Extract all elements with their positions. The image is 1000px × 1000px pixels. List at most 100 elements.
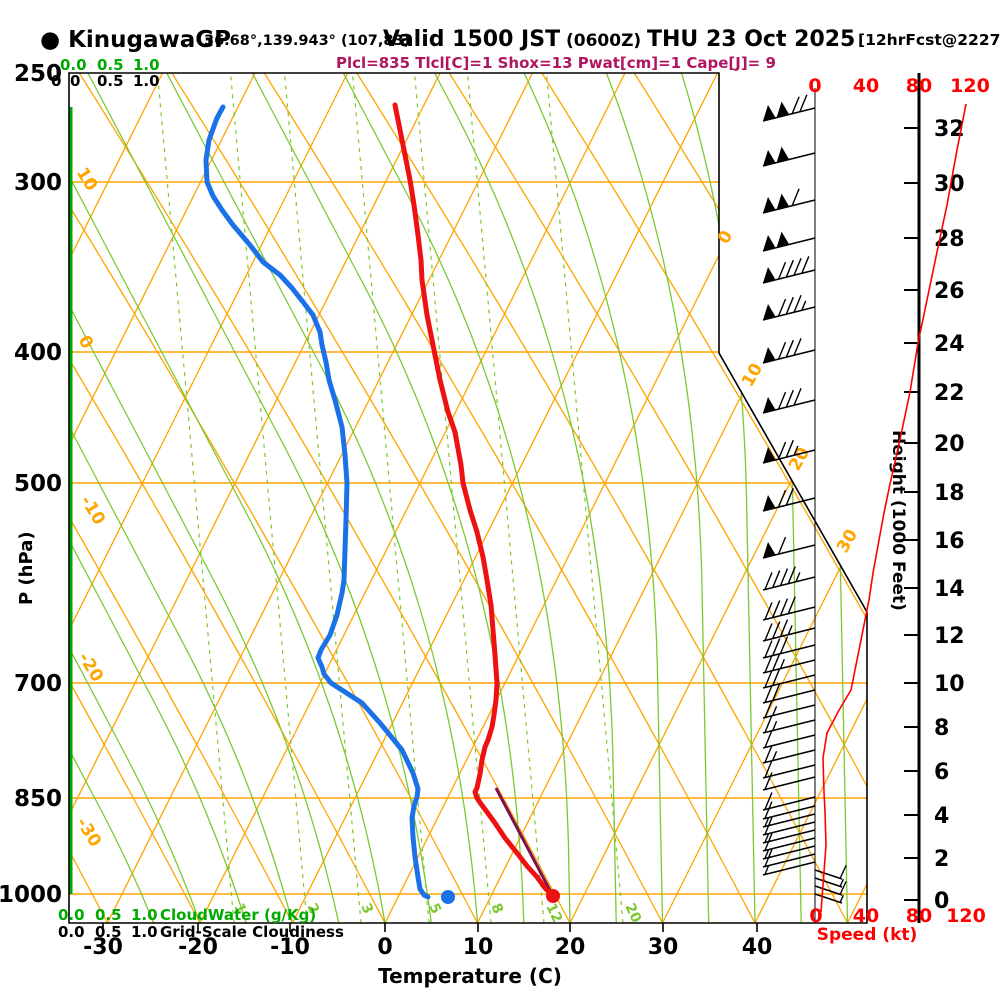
pressure-axis-title: P (hPa) xyxy=(16,531,37,605)
isotherm-line xyxy=(69,73,164,923)
forecast-tag: [12hrFcst@2227z] xyxy=(858,31,1000,49)
isotherm-label: 10 xyxy=(738,360,767,391)
mixing-ratio-line xyxy=(545,73,624,923)
height-axis-label: 6 xyxy=(934,760,949,785)
dry-adiabat-line xyxy=(356,73,849,923)
moist-adiabat-line xyxy=(69,73,247,923)
moist-adiabat-line xyxy=(680,73,756,923)
cloudwater-scale-top: 1.0 xyxy=(133,56,160,74)
moist-adiabat-line xyxy=(434,73,617,923)
pressure-axis-label: 850 xyxy=(14,786,62,812)
mixing-ratio-label: 8 xyxy=(487,901,506,917)
dry-adiabat-label: -20 xyxy=(74,649,107,686)
dry-adiabat-line xyxy=(69,73,479,923)
mixing-ratio-line xyxy=(156,73,235,923)
wind-speed-profile xyxy=(820,103,967,913)
dry-adiabat-line xyxy=(78,73,571,923)
moist-adiabat-line xyxy=(342,73,571,923)
wind-barb xyxy=(762,146,816,167)
cloudwater-scale-top: 0.5 xyxy=(97,56,124,74)
surface-dew-dot xyxy=(441,890,455,904)
wind-barb xyxy=(762,337,816,364)
height-axis-label: 14 xyxy=(934,577,965,602)
height-axis-label: 22 xyxy=(934,381,965,406)
parcel-path xyxy=(494,787,555,897)
temp-axis-label: -30 xyxy=(83,935,123,960)
speed-axis-bottom-label: 40 xyxy=(853,905,879,927)
wind-barb xyxy=(762,792,816,811)
wind-barb xyxy=(762,256,816,284)
dry-adiabat-line xyxy=(448,73,867,923)
skewt-grid xyxy=(69,73,867,923)
wind-barb xyxy=(762,813,816,828)
height-axis-label: 18 xyxy=(934,481,965,506)
moist-adiabat-line xyxy=(69,73,340,923)
valid-time-utc: (0600Z) xyxy=(566,31,642,51)
speed-axis-top-label: 80 xyxy=(906,75,932,97)
dry-adiabat-line xyxy=(263,73,756,923)
wind-barb xyxy=(762,94,816,122)
height-axis-label: 20 xyxy=(934,432,965,457)
cloudwater-scale-bottom: 0.0 xyxy=(58,906,85,924)
wind-barb xyxy=(762,829,816,844)
wind-barb xyxy=(762,487,816,512)
speed-axis-top-label: 40 xyxy=(853,75,879,97)
temp-axis-label: -20 xyxy=(178,935,218,960)
moist-adiabat-line xyxy=(166,73,479,923)
isotherm-line xyxy=(476,73,867,923)
isotherm-line xyxy=(846,73,867,923)
isotherm-line xyxy=(291,73,719,923)
mixing-ratio-line xyxy=(351,73,430,923)
isotherm-line xyxy=(661,73,867,923)
height-axis-label: 26 xyxy=(934,279,965,304)
wind-barb xyxy=(762,730,816,749)
cloudiness-legend: Grid-Scale Cloudiness xyxy=(160,923,344,941)
cloudiness-scale-top: 1.0 xyxy=(133,72,160,90)
wind-barb xyxy=(762,188,816,214)
temp-axis-label: 10 xyxy=(463,935,494,960)
moist-adiabat-line xyxy=(523,73,664,923)
moist-adiabat-line xyxy=(69,73,386,923)
isotherm-line xyxy=(69,73,441,923)
dry-adiabat-label: -10 xyxy=(76,492,109,529)
isotherm-line xyxy=(106,73,534,923)
cloudiness-scale-top: 0 xyxy=(70,72,80,90)
temp-axis-label: 30 xyxy=(648,935,679,960)
moist-adiabat-line xyxy=(811,73,849,923)
height-axis-label: 2 xyxy=(934,847,949,872)
speed-axis-bottom-label: 80 xyxy=(906,905,932,927)
isotherm-line xyxy=(69,73,349,923)
moist-adiabat-line xyxy=(251,73,525,923)
wind-barb xyxy=(762,801,816,820)
mixing-ratio-label: 20 xyxy=(621,901,644,926)
temp-axis-label: 40 xyxy=(742,935,773,960)
height-axis-label: 8 xyxy=(934,716,949,741)
height-axis-label: 24 xyxy=(934,332,965,357)
isotherm-line xyxy=(199,73,626,923)
isotherm-label: 0 xyxy=(714,227,737,247)
dry-adiabat-line xyxy=(69,73,294,923)
wind-barb xyxy=(762,845,816,860)
mixing-ratio-line xyxy=(466,73,545,923)
wind-barb xyxy=(762,760,816,779)
wind-barb xyxy=(762,566,816,591)
height-axis-label: 4 xyxy=(934,804,949,829)
wind-barb xyxy=(814,881,847,896)
wind-barb xyxy=(762,596,816,621)
valid-date: THU 23 Oct 2025 xyxy=(647,27,856,52)
cloudiness-scale-top: 0.5 xyxy=(97,72,124,90)
moist-adiabat-line xyxy=(69,73,155,923)
wind-barb xyxy=(814,865,847,880)
valid-time: Valid 1500 JST xyxy=(383,27,561,52)
pressure-axis-label: 400 xyxy=(14,340,62,366)
height-axis-label: 10 xyxy=(934,672,965,697)
dry-adiabat-label: -30 xyxy=(72,814,105,851)
speed-axis-bottom-label: 120 xyxy=(946,905,986,927)
temp-axis-label: 20 xyxy=(555,935,586,960)
dry-adiabat-label: 0 xyxy=(74,332,97,353)
mixing-ratio-label: 12 xyxy=(542,901,565,925)
moist-adiabat-line xyxy=(69,73,294,923)
mixing-ratio-line xyxy=(413,73,492,923)
